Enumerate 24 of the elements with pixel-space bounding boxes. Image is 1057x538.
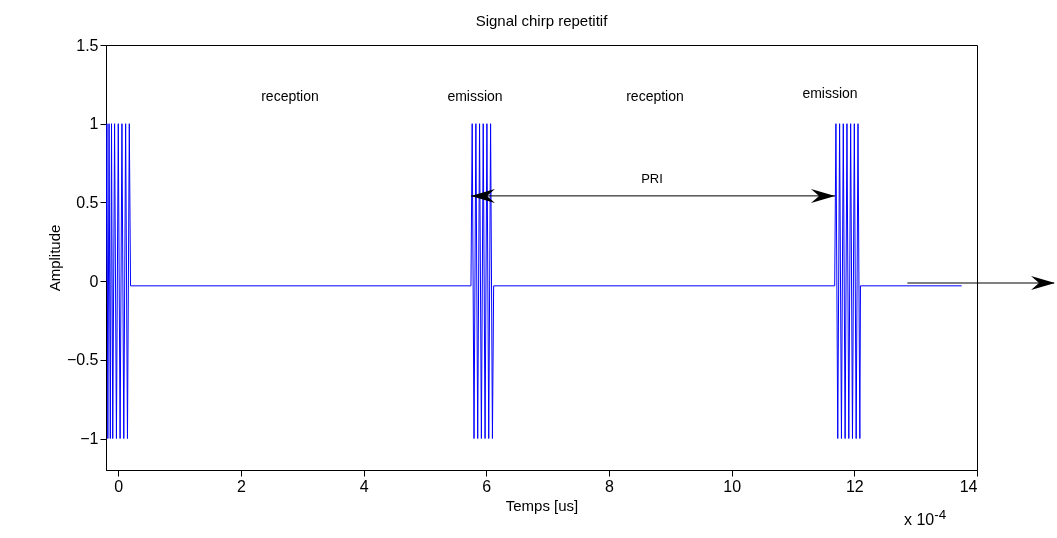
x-tick-label: 6 <box>482 477 492 495</box>
annotation: reception <box>626 88 684 104</box>
annotation: emission <box>802 85 858 101</box>
x-tick-label: 0 <box>114 477 124 495</box>
chart-title: Signal chirp repetitif <box>475 12 609 29</box>
annotation: reception <box>261 88 319 104</box>
y-tick-label: −1 <box>80 430 99 448</box>
y-tick-label: −0.5 <box>66 351 99 369</box>
x-axis-title: Temps [us] <box>505 496 579 514</box>
y-tick-label: 0.5 <box>76 193 99 211</box>
x-tick-label: 12 <box>845 477 864 495</box>
y-tick-label: 1.5 <box>76 36 99 54</box>
x-tick-label: 4 <box>359 477 369 495</box>
y-tick-label: 0 <box>89 272 99 290</box>
y-tick-label: 1 <box>89 115 99 133</box>
x-tick-label: 14 <box>959 477 978 495</box>
annotation: PRI <box>641 170 663 186</box>
annotation: emission <box>447 88 503 104</box>
x-tick-label: 8 <box>605 477 615 495</box>
y-axis-title: Amplitude <box>45 224 63 292</box>
x-tick-label: 10 <box>723 477 742 495</box>
x-tick-label: 2 <box>236 477 246 495</box>
line-series <box>106 123 963 440</box>
text: x 10$^{-4}$ <box>903 506 947 530</box>
